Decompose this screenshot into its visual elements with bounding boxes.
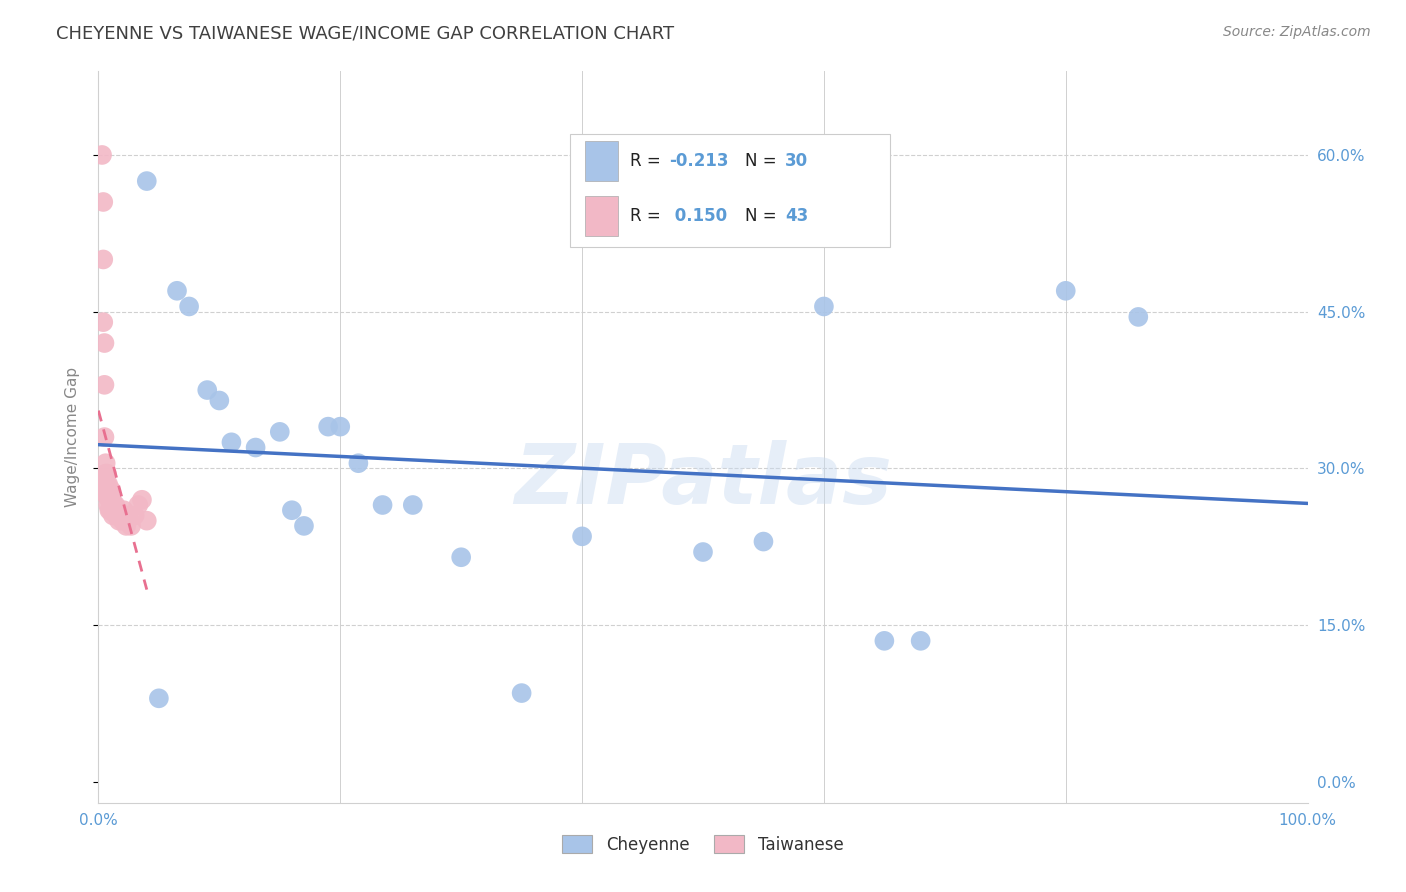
Point <box>96 487 118 501</box>
Point <box>450 550 472 565</box>
Point <box>316 419 339 434</box>
Point <box>100 492 122 507</box>
Point <box>97 487 120 501</box>
Point <box>112 503 135 517</box>
Point <box>1054 284 1077 298</box>
Point <box>873 633 896 648</box>
Point <box>571 529 593 543</box>
Point <box>98 503 121 517</box>
Point <box>96 467 118 481</box>
Point <box>292 519 315 533</box>
Point <box>91 148 114 162</box>
Point <box>91 252 114 267</box>
Point <box>245 441 267 455</box>
Bar <box>585 141 619 181</box>
Point <box>510 686 533 700</box>
Point <box>910 633 932 648</box>
Point <box>93 430 115 444</box>
Text: 43: 43 <box>785 207 808 225</box>
Point <box>124 508 146 523</box>
Point <box>108 508 131 523</box>
Point <box>127 498 149 512</box>
Point <box>114 514 136 528</box>
Point <box>281 503 304 517</box>
Point <box>100 503 122 517</box>
Point <box>692 545 714 559</box>
Point <box>752 534 775 549</box>
Point <box>111 514 134 528</box>
Point <box>97 498 120 512</box>
Point <box>93 377 115 392</box>
Point <box>96 477 118 491</box>
Point <box>104 498 127 512</box>
Point <box>329 419 352 434</box>
Text: R =: R = <box>630 152 666 170</box>
Point <box>93 336 115 351</box>
Point <box>94 487 117 501</box>
Point <box>94 456 117 470</box>
Y-axis label: Wage/Income Gap: Wage/Income Gap <box>65 367 80 508</box>
Point <box>269 425 291 439</box>
Point <box>131 492 153 507</box>
Text: Source: ZipAtlas.com: Source: ZipAtlas.com <box>1223 25 1371 39</box>
Point <box>166 284 188 298</box>
Point <box>91 194 114 209</box>
Point <box>347 456 370 470</box>
Point <box>98 492 121 507</box>
Point <box>402 498 425 512</box>
Point <box>135 174 157 188</box>
Text: ZIPatlas: ZIPatlas <box>515 441 891 522</box>
Point <box>94 467 117 481</box>
Point <box>135 514 157 528</box>
Point <box>105 508 128 523</box>
Point <box>221 435 243 450</box>
Point <box>97 477 120 491</box>
FancyBboxPatch shape <box>569 134 890 247</box>
Text: CHEYENNE VS TAIWANESE WAGE/INCOME GAP CORRELATION CHART: CHEYENNE VS TAIWANESE WAGE/INCOME GAP CO… <box>56 25 675 43</box>
Point <box>118 508 141 523</box>
Point <box>195 383 218 397</box>
Text: 0.150: 0.150 <box>669 207 727 225</box>
Point <box>371 498 394 512</box>
Legend: Cheyenne, Taiwanese: Cheyenne, Taiwanese <box>555 829 851 860</box>
Point <box>115 519 138 533</box>
Point <box>94 477 117 491</box>
Text: -0.213: -0.213 <box>669 152 728 170</box>
Point <box>120 519 142 533</box>
Point <box>101 508 124 523</box>
Text: 30: 30 <box>785 152 808 170</box>
Point <box>100 483 122 497</box>
Point <box>101 498 124 512</box>
Point <box>107 503 129 517</box>
Text: N =: N = <box>745 207 782 225</box>
Text: R =: R = <box>630 207 666 225</box>
Point <box>1128 310 1150 324</box>
Point <box>813 300 835 314</box>
Bar <box>585 195 619 235</box>
Text: N =: N = <box>745 152 782 170</box>
Point <box>100 503 122 517</box>
Point <box>100 492 122 507</box>
Point <box>103 498 125 512</box>
Point <box>148 691 170 706</box>
Point <box>179 300 201 314</box>
Point <box>91 315 114 329</box>
Point <box>98 483 121 497</box>
Point <box>108 514 131 528</box>
Point <box>208 393 231 408</box>
